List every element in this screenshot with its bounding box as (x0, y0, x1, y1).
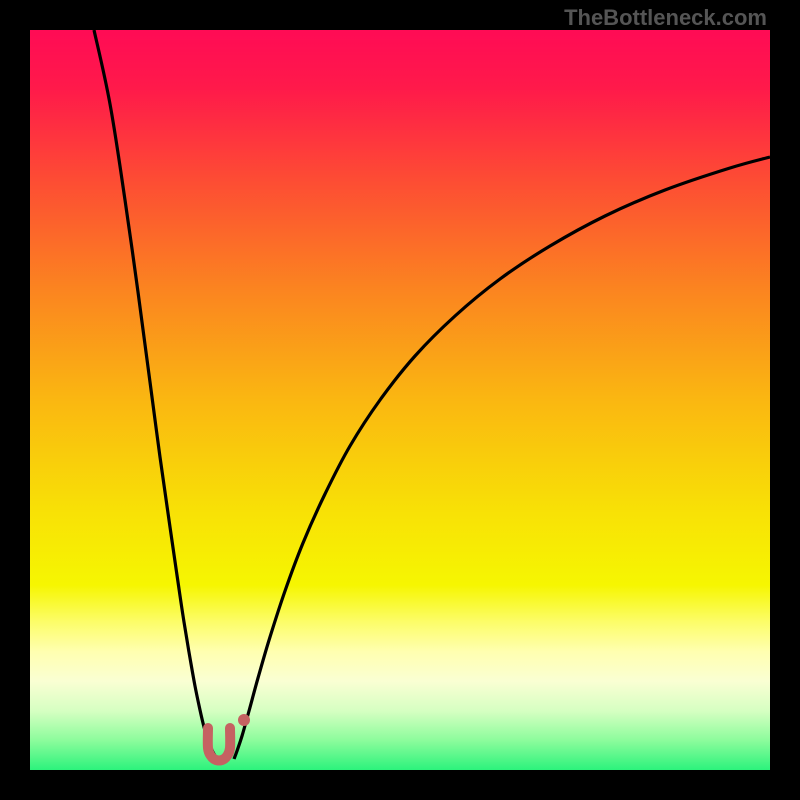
left-curve (94, 30, 218, 759)
plot-area (30, 30, 770, 770)
right-curve (234, 157, 770, 759)
watermark-text: TheBottleneck.com (564, 5, 767, 31)
dot-marker (238, 714, 250, 726)
u-marker (208, 728, 230, 761)
chart-svg (30, 30, 770, 770)
